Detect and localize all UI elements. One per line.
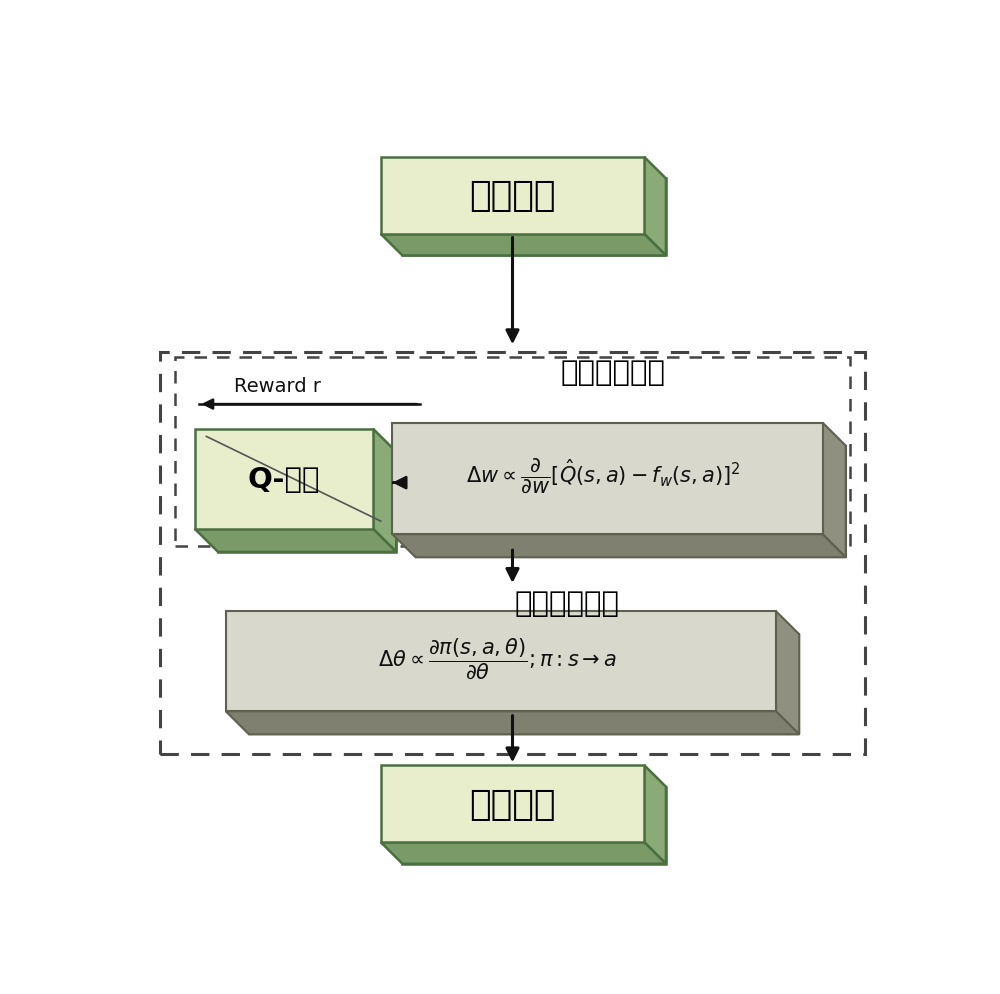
Polygon shape [392,535,846,558]
Text: $\Delta\theta\propto\dfrac{\partial\pi(s,a,\theta)}{\partial\theta};\pi:s\righta: $\Delta\theta\propto\dfrac{\partial\pi(s… [378,635,616,680]
Polygon shape [381,842,666,864]
Bar [175,358,850,546]
Polygon shape [381,158,644,235]
Polygon shape [644,158,666,256]
Text: Q-学习: Q-学习 [248,465,320,493]
Polygon shape [776,611,799,735]
Polygon shape [195,529,396,553]
Text: 动作输出: 动作输出 [469,787,556,821]
Text: 策略梯度优化: 策略梯度优化 [514,589,619,618]
Polygon shape [392,423,822,535]
Bar [160,352,865,753]
Polygon shape [381,765,644,842]
Polygon shape [416,446,846,558]
Text: 价值函数近似: 价值函数近似 [561,359,666,387]
Text: Reward r: Reward r [234,377,320,396]
Polygon shape [226,611,776,712]
Polygon shape [195,429,373,529]
Polygon shape [644,765,666,864]
Polygon shape [822,423,846,558]
Polygon shape [402,787,666,864]
Polygon shape [218,452,396,553]
Polygon shape [249,634,799,735]
Polygon shape [373,429,396,553]
Polygon shape [381,235,666,256]
Polygon shape [226,712,799,735]
Text: 数据采集: 数据采集 [469,179,556,213]
Polygon shape [402,179,666,256]
Text: $\Delta w\propto\dfrac{\partial}{\partial w}[\hat{Q}(s,a)-f_w(s,a)]^2$: $\Delta w\propto\dfrac{\partial}{\partia… [466,455,741,494]
